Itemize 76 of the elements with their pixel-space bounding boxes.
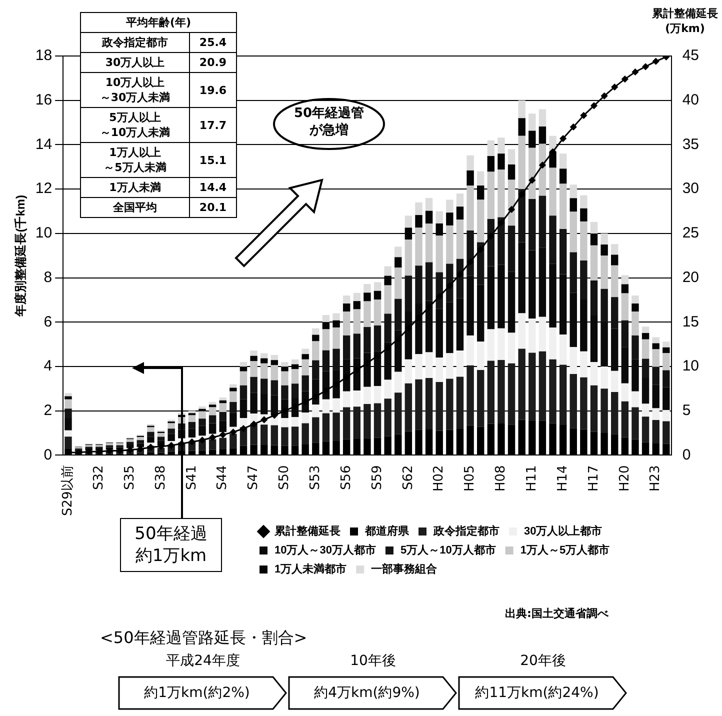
text: 約11万km(約24%) bbox=[474, 684, 600, 702]
source-note: 出典:国土交通省調べ bbox=[505, 606, 608, 621]
annotation: 1万人以上～5万人未満 bbox=[80, 142, 190, 178]
x-tick-label: S53 bbox=[308, 465, 324, 490]
legend-label: 政令指定都市 bbox=[432, 524, 500, 538]
y-tick-label: 2 bbox=[44, 402, 52, 419]
y2-tick-label: 20 bbox=[682, 268, 700, 286]
y-tick-label: 8 bbox=[44, 268, 52, 286]
y-tick-label: 14 bbox=[35, 136, 52, 153]
y-axis-title: 年度別整備延長(千km) bbox=[14, 194, 28, 318]
x-tick-label: H20 bbox=[617, 465, 632, 492]
x-tick-label: S62 bbox=[400, 465, 416, 490]
x-tick-label: H14 bbox=[555, 465, 570, 492]
y2-tick-label: 0 bbox=[682, 446, 691, 464]
text: 25.4 bbox=[190, 32, 236, 52]
y2-tick-label: 25 bbox=[682, 224, 700, 242]
legend-label: 都道府県 bbox=[364, 524, 410, 538]
y2-tick-label: 15 bbox=[682, 313, 700, 330]
x-tick-label: H08 bbox=[494, 465, 509, 492]
x-tick-label: S59 bbox=[370, 465, 385, 490]
y-tick-label: 4 bbox=[44, 358, 52, 375]
y2-tick-label: 10 bbox=[682, 358, 700, 375]
annotation: 10万人以上～30万人未満 bbox=[80, 72, 190, 108]
y2-tick-label: 45 bbox=[682, 47, 700, 64]
legend-label: 累計整備延長 bbox=[274, 524, 340, 538]
legend-label: 1万人～5万人都市 bbox=[520, 544, 610, 557]
annotation: 20.9 bbox=[190, 52, 236, 72]
x-tick-label: S38 bbox=[153, 465, 168, 490]
annotation: 14.4 bbox=[190, 178, 236, 198]
legend-label: 30万人以上都市 bbox=[524, 524, 602, 538]
text: 政令指定都市 bbox=[80, 32, 190, 52]
annotation: 15.1 bbox=[190, 142, 236, 178]
text: 約4万km(約9%) bbox=[313, 684, 421, 702]
x-tick-label: S44 bbox=[215, 465, 230, 490]
text: <50年経過管路延長・割合> bbox=[100, 628, 308, 649]
x-tick-label: S32 bbox=[92, 465, 107, 490]
x-tick-label: H23 bbox=[648, 465, 664, 492]
x-tick-label: S29以前 bbox=[60, 465, 76, 516]
x-tick-label: H02 bbox=[432, 465, 447, 492]
legend-label: 5万人～10万人都市 bbox=[400, 544, 496, 557]
y-tick-label: 16 bbox=[35, 91, 52, 108]
text: 平均年齢(年) bbox=[80, 12, 236, 32]
text: 20年後 bbox=[519, 652, 567, 670]
y-tick-label: 0 bbox=[44, 446, 52, 464]
y2-tick-label: 30 bbox=[682, 180, 700, 198]
annotation: 50年経過管が急増 bbox=[292, 106, 366, 140]
y2-axis-title: 累計整備延長 (万km) bbox=[652, 6, 718, 36]
legend-label: 1万人未満都市 bbox=[274, 562, 347, 576]
annotation: 20.1 bbox=[190, 198, 236, 218]
x-tick-label: S56 bbox=[338, 465, 354, 490]
y2-tick-label: 35 bbox=[682, 136, 700, 153]
annotation: 1万人未満 bbox=[80, 178, 190, 198]
text: 10年後 bbox=[349, 652, 397, 670]
y-tick-label: 6 bbox=[44, 313, 52, 330]
x-tick-label: S35 bbox=[122, 465, 138, 490]
x-tick-label: S47 bbox=[246, 465, 262, 490]
y-tick-label: 10 bbox=[35, 224, 52, 242]
legend-label: 10万人～30万人都市 bbox=[274, 544, 376, 557]
x-tick-label: H11 bbox=[524, 465, 540, 492]
x-tick-label: H17 bbox=[586, 465, 602, 492]
x-tick-label: S50 bbox=[277, 465, 292, 490]
y-tick-label: 12 bbox=[35, 180, 52, 198]
y2-tick-label: 5 bbox=[682, 402, 691, 419]
annotation: 全国平均 bbox=[80, 198, 190, 218]
text: 平成24年度 bbox=[165, 652, 241, 670]
text: 約1万km(約2%) bbox=[143, 684, 251, 702]
annotation: 19.6 bbox=[190, 72, 236, 108]
y2-tick-label: 40 bbox=[682, 91, 700, 108]
y-tick-label: 18 bbox=[35, 47, 52, 64]
x-tick-label: H05 bbox=[462, 465, 478, 492]
x-tick-label: S41 bbox=[184, 465, 200, 490]
legend-label: 一部事務組合 bbox=[371, 562, 438, 576]
annotation: 30万人以上 bbox=[80, 52, 190, 72]
annotation: 5万人以上～10万人未満 bbox=[80, 108, 190, 142]
text: 50年経過約1万km bbox=[120, 518, 222, 572]
annotation: 17.7 bbox=[190, 108, 236, 142]
